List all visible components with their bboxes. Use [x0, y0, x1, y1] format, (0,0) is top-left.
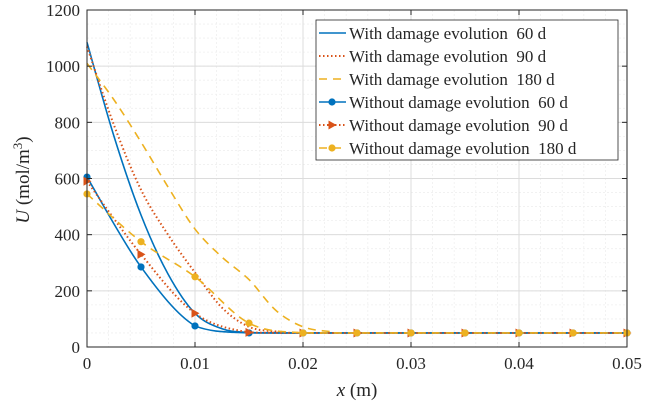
y-tick-label: 200 [55, 282, 81, 301]
series-6 [83, 190, 631, 337]
x-tick-label: 0.03 [396, 354, 426, 373]
x-axis-label: x (m) [336, 380, 378, 401]
y-tick-label: 1200 [46, 1, 80, 20]
data-point [299, 329, 307, 337]
data-point [245, 327, 254, 337]
data-point [137, 249, 146, 259]
x-tick-label: 0.05 [612, 354, 642, 373]
legend-label: With damage evolution 180 d [349, 70, 555, 89]
y-tick-label: 800 [55, 113, 81, 132]
series-line [86, 180, 627, 334]
y-axis-label: U (mol/m3) [10, 136, 34, 223]
data-point [191, 322, 199, 330]
legend-label: Without damage evolution 60 d [349, 93, 568, 112]
legend-label: Without damage evolution 180 d [349, 139, 577, 158]
y-tick-label: 0 [72, 338, 81, 357]
series-2 [86, 46, 627, 334]
x-tick-label: 0.02 [288, 354, 318, 373]
y-tick-label: 600 [55, 170, 81, 189]
series-line [86, 176, 627, 334]
data-point [137, 238, 145, 246]
series-line [86, 193, 627, 334]
series-3 [86, 62, 627, 334]
legend-label: With damage evolution 90 d [349, 47, 547, 66]
data-point [191, 273, 199, 281]
legend-entry: Without damage evolution 180 d [319, 139, 577, 158]
series-line [86, 46, 627, 334]
data-point [245, 319, 253, 327]
legend-marker [328, 98, 336, 106]
series-layer [83, 42, 632, 338]
series-line [86, 62, 627, 334]
data-point [461, 329, 469, 337]
legend-entry: With damage evolution 180 d [319, 70, 555, 89]
y-tick-label: 400 [55, 226, 81, 245]
x-tick-label: 0 [83, 354, 92, 373]
legend: With damage evolution 60 d With damage ev… [315, 19, 619, 161]
data-point [137, 263, 145, 271]
legend-entry: With damage evolution 90 d [319, 47, 547, 66]
legend-box [315, 19, 619, 161]
x-tick-label: 0.04 [504, 354, 534, 373]
series-4 [83, 173, 631, 337]
data-point [353, 329, 361, 337]
data-point [515, 329, 523, 337]
legend-label: Without damage evolution 90 d [349, 116, 568, 135]
data-point [407, 329, 415, 337]
legend-entry: With damage evolution 60 d [319, 24, 547, 43]
legend-entry: Without damage evolution 90 d [319, 116, 568, 135]
ticks: 0 0.01 0.02 0.03 0.04 0.05 0 200 400 600 800 1000 12… [46, 1, 642, 373]
data-point [191, 308, 200, 318]
legend-entry: Without damage evolution 60 d [319, 93, 568, 112]
x-tick-label: 0.01 [180, 354, 210, 373]
y-tick-label: 1000 [46, 57, 80, 76]
legend-marker [328, 120, 337, 130]
legend-marker [328, 144, 336, 152]
legend-label: With damage evolution 60 d [349, 24, 547, 43]
data-point [569, 329, 577, 337]
